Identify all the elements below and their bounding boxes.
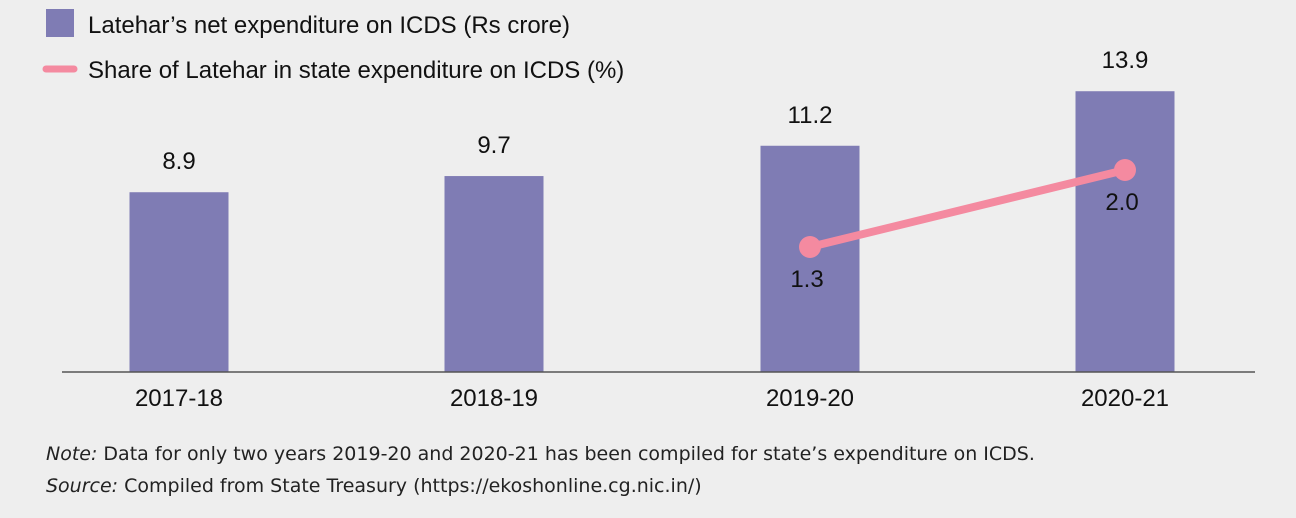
bar-value-label-2019-20: 11.2	[788, 102, 833, 129]
legend-bar-label: Latehar’s net expenditure on ICDS (Rs cr…	[88, 12, 570, 39]
chart: Latehar’s net expenditure on ICDS (Rs cr…	[42, 9, 1255, 412]
x-tick-label-2019-20: 2019-20	[766, 385, 854, 412]
x-axis-ticks: 2017-18 2018-19 2019-20 2020-21	[135, 385, 1169, 412]
source-label: Source:	[46, 475, 119, 497]
note-line: Note: Data for only two years 2019-20 an…	[46, 438, 1035, 470]
bars-group	[129, 91, 1175, 372]
bar-value-label-2017-18: 8.9	[162, 148, 195, 175]
share-line	[806, 166, 1129, 251]
share-value-label-2019-20: 1.3	[790, 266, 823, 293]
bar-value-label-2020-21: 13.9	[1102, 47, 1149, 74]
bar-2019-20	[760, 145, 860, 372]
x-tick-label-2020-21: 2020-21	[1081, 385, 1169, 412]
note-label: Note:	[46, 443, 98, 465]
source-text: Compiled from State Treasury (https://ek…	[118, 475, 702, 497]
bar-labels-group: 8.9 9.7 11.2 13.9	[162, 47, 1148, 175]
x-tick-label-2017-18: 2017-18	[135, 385, 223, 412]
source-line: Source: Compiled from State Treasury (ht…	[46, 470, 1035, 502]
share-value-label-2020-21: 2.0	[1105, 189, 1138, 216]
line-series-group	[799, 159, 1136, 258]
legend-bar-swatch	[46, 9, 74, 37]
bar-2020-21	[1075, 91, 1175, 372]
bar-2018-19	[444, 176, 544, 372]
bar-value-label-2018-19: 9.7	[477, 132, 510, 159]
note-text: Data for only two years 2019-20 and 2020…	[97, 443, 1035, 465]
x-tick-label-2018-19: 2018-19	[450, 385, 538, 412]
legend: Latehar’s net expenditure on ICDS (Rs cr…	[42, 9, 624, 84]
share-point-2019-20	[799, 236, 821, 258]
legend-line-label: Share of Latehar in state expenditure on…	[88, 57, 624, 84]
chart-notes: Note: Data for only two years 2019-20 an…	[46, 438, 1035, 502]
bar-2017-18	[129, 192, 229, 372]
share-point-2020-21	[1114, 159, 1136, 181]
line-labels-group: 1.3 2.0	[790, 189, 1138, 293]
